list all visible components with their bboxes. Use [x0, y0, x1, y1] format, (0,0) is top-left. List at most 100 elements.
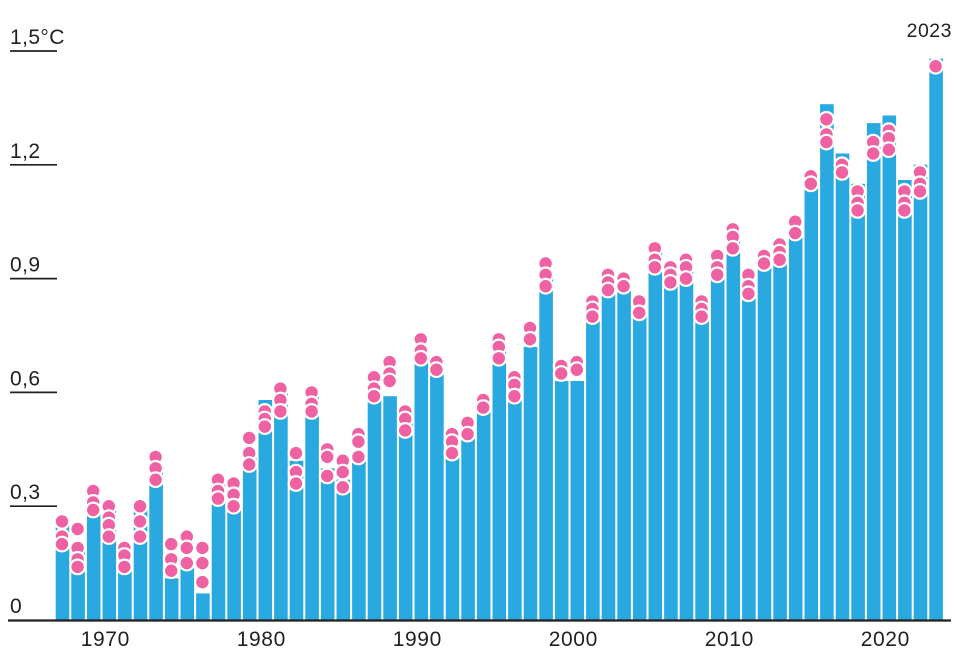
dot-1971-2: [115, 558, 133, 576]
bar-2005: [648, 244, 663, 620]
bar-2017: [835, 153, 850, 620]
dot-1976-2: [193, 573, 211, 591]
bar-2010: [726, 233, 741, 620]
dot-1974-2: [162, 562, 180, 580]
dot-1984-1: [318, 448, 336, 466]
x-axis-label-2000: 2000: [549, 628, 598, 651]
x-axis-label-1990: 1990: [393, 628, 442, 651]
bar-2021: [898, 180, 912, 620]
bar-2014: [788, 233, 803, 620]
bar-1977: [211, 483, 226, 620]
dot-1996-2: [506, 387, 523, 405]
bar-2006: [664, 263, 678, 620]
dot-1978-2: [225, 497, 243, 515]
bar-2000: [570, 381, 585, 620]
dot-2012-1: [755, 255, 773, 272]
x-axis-label-1980: 1980: [237, 628, 286, 651]
dot-1977-2: [209, 490, 227, 508]
bar-1995: [492, 350, 507, 620]
bar-2008: [695, 309, 709, 620]
bar-1974: [164, 578, 179, 620]
dot-2010-2: [724, 239, 742, 257]
dot-1985-1: [334, 463, 352, 481]
bar-1999: [554, 381, 569, 620]
dot-2017-1: [833, 163, 851, 181]
y-axis-label-0.3: 0,3: [10, 481, 40, 504]
x-axis-label-2020: 2020: [861, 628, 910, 651]
bar-2003: [617, 286, 631, 620]
bar-2013: [773, 259, 787, 620]
dot-1974-0: [162, 535, 180, 553]
dot-1981-2: [272, 403, 289, 420]
bar-1975: [180, 566, 195, 620]
dot-1972-1: [131, 513, 149, 530]
x-axis-label-2010: 2010: [705, 628, 754, 651]
dot-2002-2: [599, 281, 617, 299]
y-axis-label-1.5: 1,5°C: [10, 26, 65, 49]
dot-1984-2: [318, 467, 336, 485]
bar-1989: [398, 422, 413, 620]
dot-2015-1: [802, 175, 820, 193]
dot-2016-2: [818, 133, 835, 151]
bar-1986: [352, 453, 366, 620]
bar-2016: [820, 104, 834, 620]
dot-2001-2: [584, 308, 601, 326]
bar-1983: [305, 388, 319, 620]
dot-1976-1: [193, 554, 211, 572]
dot-1968-3: [69, 558, 86, 576]
dot-1975-2: [178, 554, 196, 572]
bar-1994: [476, 411, 491, 620]
dot-1997-1: [521, 330, 539, 348]
dot-1991-1: [428, 361, 445, 379]
dot-1993-1: [459, 425, 477, 443]
bar-1982: [289, 460, 304, 620]
dot-1968-0: [69, 520, 86, 538]
bar-2009: [710, 263, 725, 620]
dot-1979-0: [240, 429, 258, 447]
y-axis-label-0.6: 0,6: [10, 367, 40, 390]
dot-1970-3: [100, 528, 118, 545]
dot-2023-0: [927, 57, 944, 75]
bar-1991: [430, 358, 444, 620]
dot-1972-0: [131, 497, 149, 515]
dot-2014-1: [786, 224, 804, 242]
dot-2018-2: [849, 201, 866, 219]
bar-1987: [367, 400, 382, 620]
dot-2022-2: [911, 182, 929, 200]
bar-1993: [461, 434, 475, 620]
dot-1967-2: [53, 535, 71, 553]
bar-1978: [227, 510, 241, 620]
bar-2002: [601, 282, 616, 620]
bar-2022: [913, 164, 928, 621]
bar-1981: [274, 384, 288, 620]
dot-1969-2: [84, 501, 102, 519]
dot-1986-1: [350, 433, 367, 451]
dot-1982-0: [287, 444, 305, 462]
bar-2018: [851, 183, 865, 621]
bar-1996: [508, 396, 522, 620]
dot-1998-2: [537, 277, 554, 295]
x-axis-label-1970: 1970: [81, 628, 130, 651]
bar-1988: [383, 396, 397, 620]
dot-2019-1: [864, 145, 882, 162]
bar-1985: [336, 479, 351, 620]
dot-1973-2: [147, 471, 165, 489]
dot-1994-1: [474, 399, 492, 417]
bar-1990: [414, 350, 429, 620]
dot-2004-1: [630, 304, 648, 322]
dot-1980-2: [256, 418, 274, 436]
dot-2009-2: [708, 266, 726, 284]
dot-2011-2: [740, 285, 757, 303]
bar-1984: [320, 468, 335, 620]
dot-2008-2: [693, 308, 710, 326]
y-axis-label-0: 0: [10, 595, 22, 618]
bar-2019: [866, 123, 881, 620]
bar-2020: [882, 115, 897, 620]
dot-2003-1: [615, 277, 632, 295]
bar-1980: [258, 400, 273, 620]
bar-2012: [757, 267, 772, 620]
bar-2015: [804, 180, 819, 620]
dot-2020-2: [880, 141, 898, 159]
